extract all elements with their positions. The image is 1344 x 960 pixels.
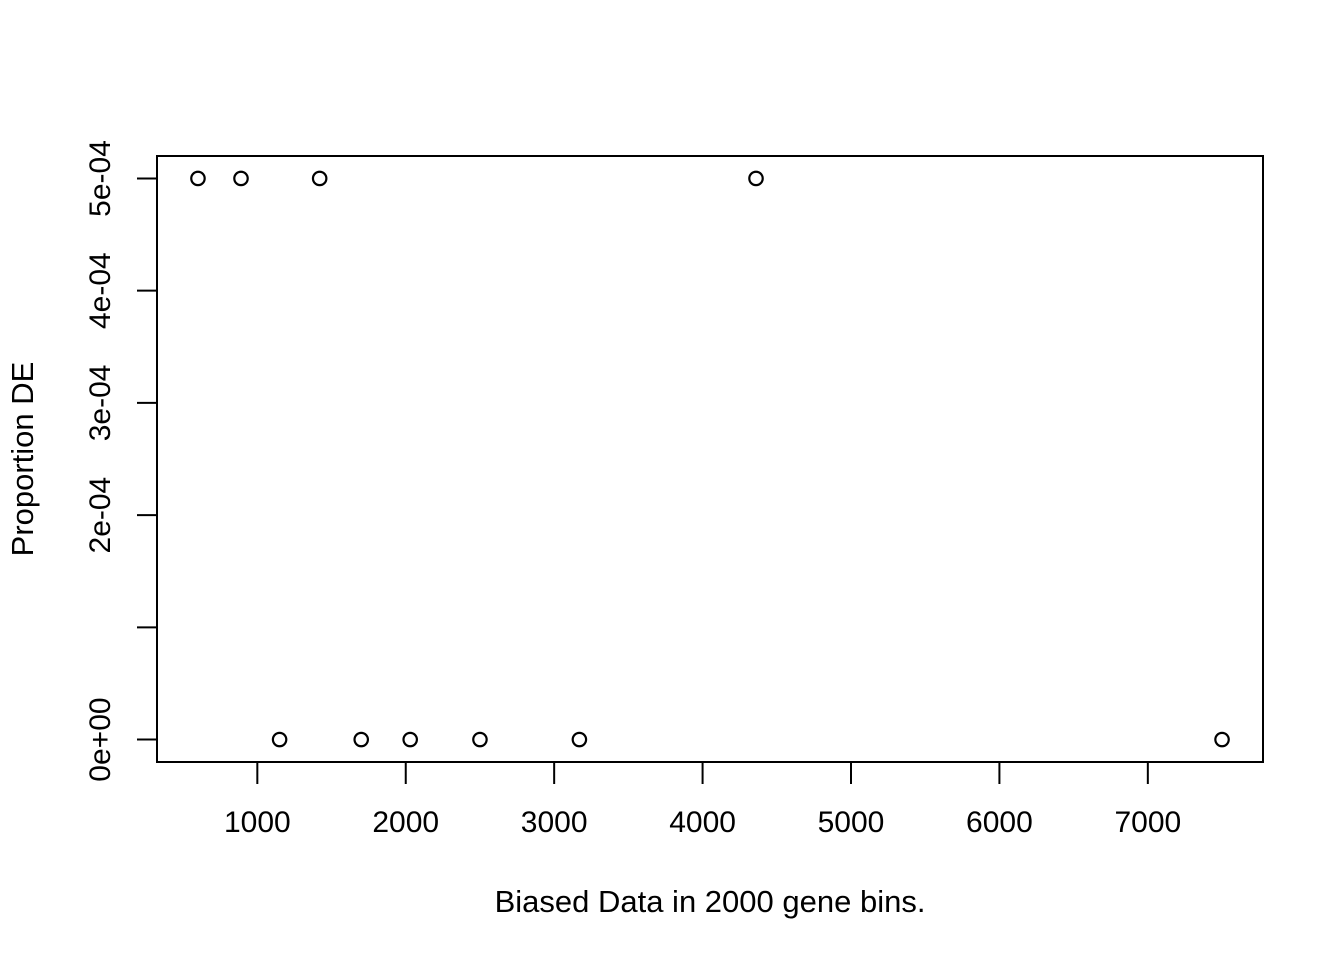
y-axis-tick-label: 5e-04 — [84, 140, 117, 217]
y-axis-tick-label: 0e+00 — [84, 697, 117, 781]
data-point — [271, 731, 288, 748]
y-axis-title: Proportion DE — [5, 362, 40, 557]
y-axis-tick-label: 4e-04 — [84, 252, 117, 329]
data-point — [748, 170, 764, 187]
x-axis-tick-label: 5000 — [818, 806, 885, 839]
x-axis-tick-label: 4000 — [669, 806, 736, 839]
x-axis-tick-label: 7000 — [1114, 806, 1181, 839]
x-axis-tick-label: 2000 — [372, 806, 439, 839]
x-axis-tick-label: 1000 — [224, 806, 291, 839]
data-point — [353, 731, 370, 748]
x-axis-title: Biased Data in 2000 gene bins. — [495, 884, 926, 919]
data-point — [472, 731, 488, 748]
data-point — [233, 170, 249, 187]
data-point — [190, 170, 206, 187]
y-axis-tick-label: 2e-04 — [84, 477, 117, 554]
plot-border — [156, 155, 1264, 763]
data-point — [402, 731, 418, 748]
data-point — [571, 731, 588, 748]
x-axis-tick-label: 6000 — [966, 806, 1033, 839]
x-axis-tick-label: 3000 — [521, 806, 588, 839]
data-point — [1214, 731, 1230, 748]
y-axis-tick-label: 3e-04 — [84, 365, 117, 442]
data-point — [311, 170, 328, 187]
